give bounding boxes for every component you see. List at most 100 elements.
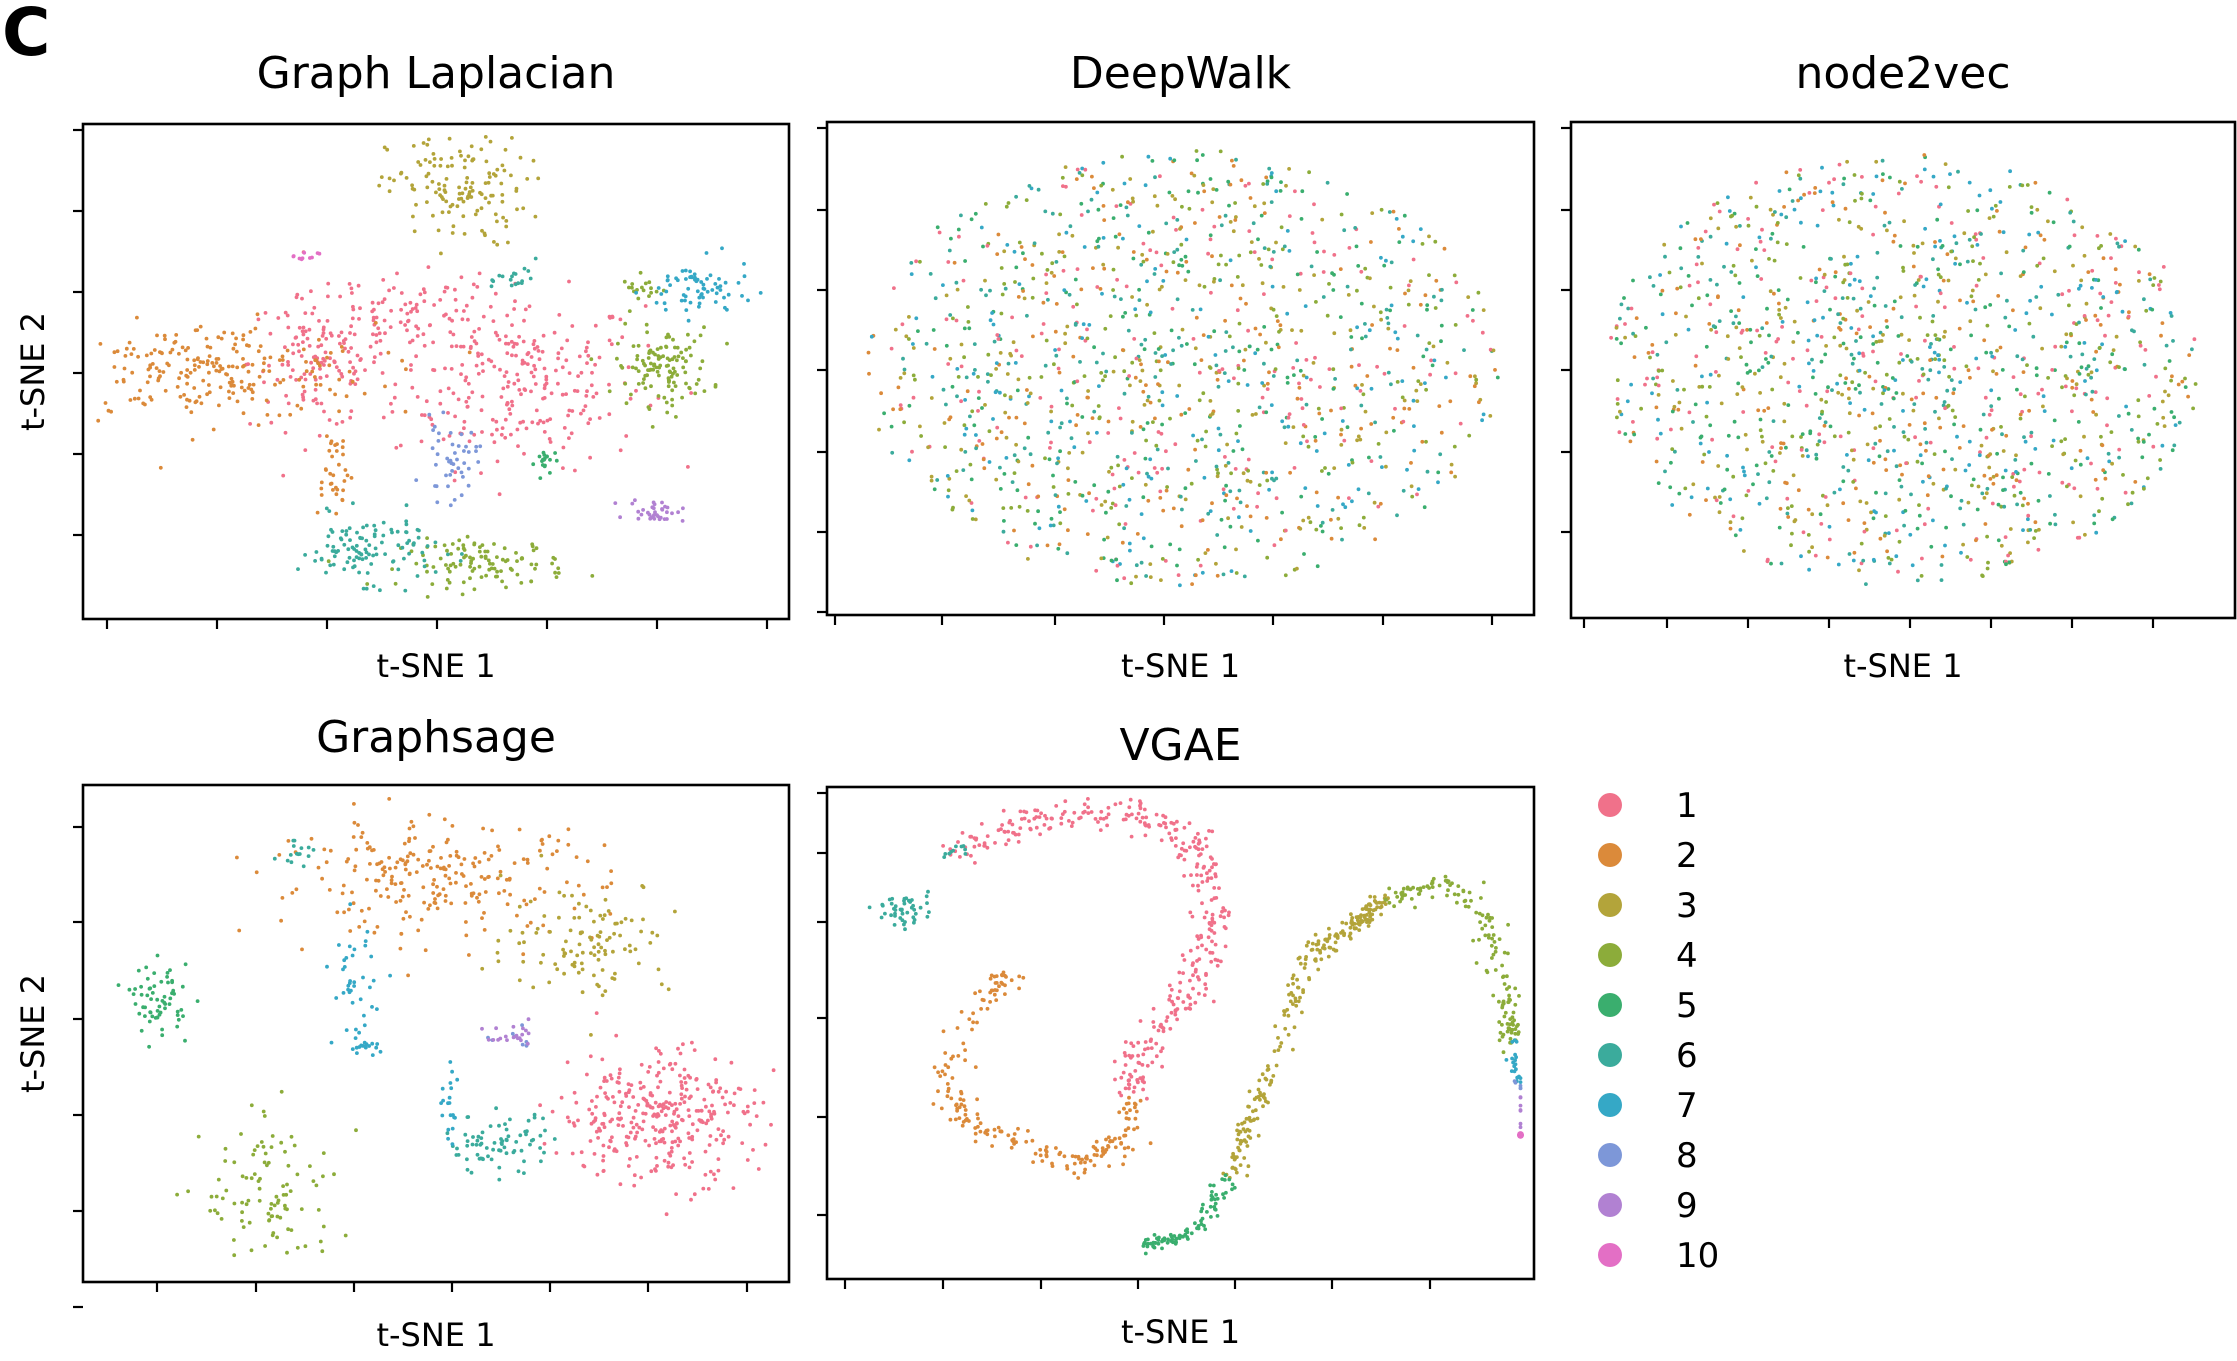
- data-point: [539, 853, 544, 858]
- data-point: [605, 938, 609, 942]
- data-point: [1139, 512, 1144, 516]
- data-point: [607, 338, 612, 343]
- data-point: [2163, 366, 2168, 371]
- data-point: [1901, 358, 1905, 362]
- data-point: [944, 317, 949, 322]
- data-point: [464, 884, 468, 888]
- data-point: [1987, 216, 1992, 221]
- data-point: [1847, 386, 1851, 391]
- data-point: [994, 477, 999, 482]
- data-point: [2063, 345, 2068, 349]
- data-point: [1836, 312, 1840, 317]
- data-point: [1740, 328, 1745, 333]
- data-point: [1784, 445, 1788, 450]
- data-point: [2025, 363, 2029, 367]
- data-point: [574, 855, 579, 859]
- data-point: [651, 1125, 655, 1129]
- data-point: [963, 259, 967, 263]
- data-point: [1693, 363, 1698, 368]
- data-point: [1400, 234, 1405, 239]
- data-point: [327, 363, 332, 368]
- data-point: [2033, 180, 2038, 185]
- data-point: [1847, 411, 1852, 416]
- data-point: [1874, 490, 1878, 495]
- data-point: [420, 413, 424, 417]
- data-point: [720, 1095, 725, 1100]
- data-point: [1958, 380, 1963, 384]
- data-point: [449, 344, 454, 349]
- data-point: [1452, 273, 1457, 278]
- data-point: [2166, 393, 2171, 398]
- data-point: [1819, 522, 1824, 526]
- data-point: [1971, 299, 1976, 304]
- data-point: [374, 333, 379, 337]
- data-point: [201, 378, 206, 383]
- data-point: [235, 855, 239, 860]
- data-point: [1942, 358, 1947, 363]
- data-point: [1229, 283, 1234, 288]
- data-point: [601, 917, 605, 921]
- data-point: [636, 296, 641, 301]
- data-point: [667, 1090, 672, 1095]
- data-point: [1301, 423, 1306, 427]
- data-point: [1365, 374, 1370, 378]
- data-point: [515, 559, 519, 563]
- data-point: [542, 396, 547, 400]
- data-point: [318, 375, 323, 380]
- data-point: [2167, 359, 2172, 363]
- data-point: [1160, 557, 1165, 561]
- data-point: [447, 580, 452, 585]
- data-point: [1090, 416, 1095, 420]
- data-point: [497, 1177, 502, 1182]
- data-point: [1751, 482, 1755, 487]
- data-point: [1966, 368, 1971, 373]
- data-point: [1755, 274, 1760, 278]
- data-point: [1990, 206, 1994, 211]
- data-point: [684, 277, 688, 281]
- data-point: [349, 476, 354, 480]
- data-point: [207, 390, 212, 395]
- data-point: [466, 483, 471, 488]
- data-point: [694, 382, 699, 386]
- data-point: [138, 388, 142, 393]
- data-point: [1855, 254, 1860, 259]
- data-point: [1140, 368, 1145, 373]
- data-point: [1022, 446, 1027, 451]
- data-point: [584, 349, 588, 354]
- data-point: [1130, 295, 1134, 299]
- data-point: [566, 413, 570, 418]
- data-point: [1164, 488, 1169, 493]
- data-point: [248, 330, 253, 334]
- data-point: [332, 554, 337, 559]
- data-point: [1183, 497, 1188, 502]
- data-point: [709, 1116, 714, 1121]
- data-point: [1465, 314, 1470, 318]
- data-point: [629, 918, 634, 923]
- data-point: [304, 360, 308, 364]
- data-point: [1917, 513, 1922, 518]
- data-point: [1279, 537, 1283, 542]
- data-point: [1279, 180, 1283, 185]
- data-point: [598, 930, 603, 934]
- data-point: [1361, 515, 1366, 520]
- data-point: [742, 274, 747, 279]
- data-point: [1810, 545, 1814, 550]
- data-point: [926, 445, 930, 450]
- data-point: [219, 1217, 224, 1221]
- data-point: [286, 360, 290, 364]
- data-point: [1217, 369, 1221, 373]
- data-point: [378, 338, 383, 343]
- data-point: [1651, 376, 1655, 381]
- data-point: [258, 1176, 262, 1181]
- data-point: [351, 565, 355, 570]
- data-point: [128, 398, 133, 402]
- data-point: [447, 136, 452, 141]
- data-point: [1894, 528, 1899, 533]
- data-point: [211, 427, 216, 432]
- data-point: [1920, 556, 1924, 561]
- data-point: [656, 967, 661, 972]
- data-point: [163, 337, 167, 342]
- data-point: [522, 266, 527, 271]
- data-point: [2002, 504, 2007, 509]
- data-point: [1069, 436, 1074, 441]
